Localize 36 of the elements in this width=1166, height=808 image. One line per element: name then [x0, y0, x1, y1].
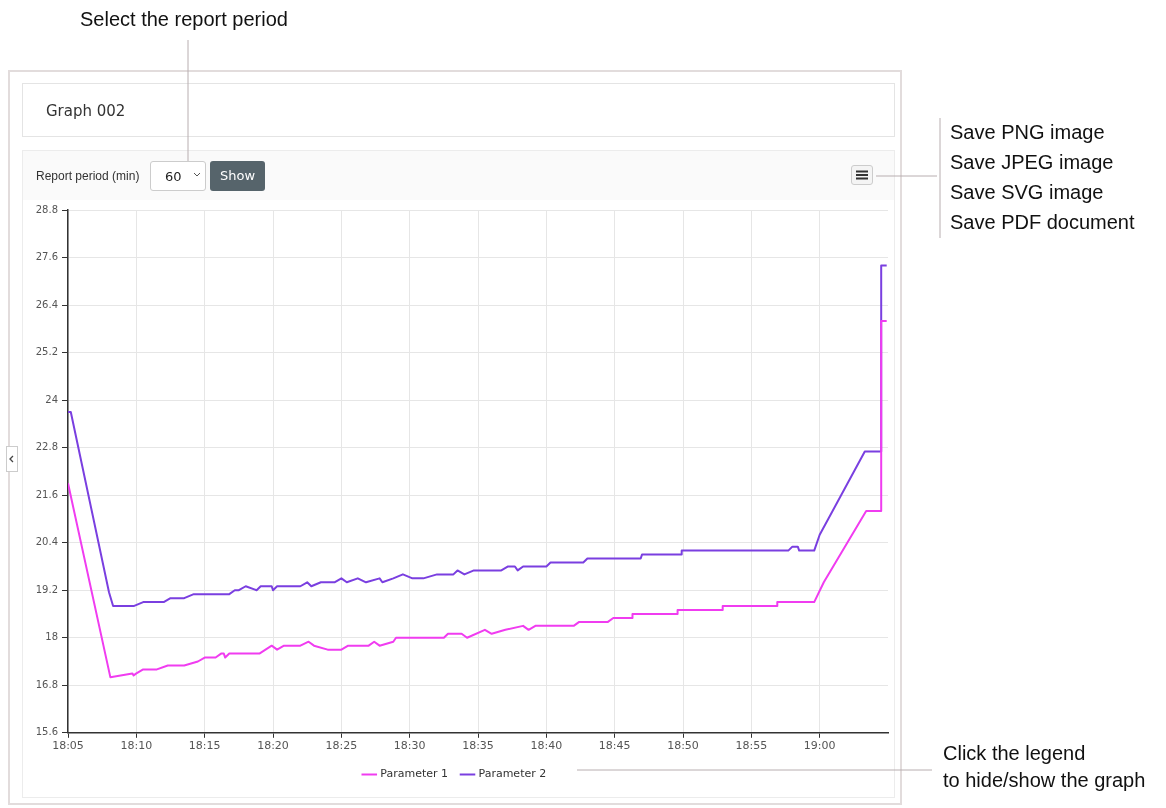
x-tick-label: 18:30 [393, 739, 426, 753]
y-tick-label: 25.2 [35, 346, 58, 358]
x-tick-label: 18:20 [257, 739, 289, 753]
text: Select the report period [80, 7, 288, 32]
text: Save PNG image [950, 120, 1106, 145]
y-tick-label: 19.2 [35, 583, 58, 595]
chart-title: Graph 002 [22, 83, 895, 137]
y-tick-label: 18 [45, 631, 58, 643]
y-tick-label: 24 [45, 393, 58, 405]
y-tick-label: 27.6 [35, 251, 58, 263]
text: Save PDF document [950, 210, 1135, 235]
x-tick-label: 18:05 [52, 739, 84, 753]
text: Show [210, 161, 265, 191]
legend-label: Parameter 2 [478, 767, 547, 781]
x-tick-label: 18:35 [462, 739, 494, 753]
y-tick-label: 28.8 [35, 203, 58, 215]
x-tick-label: 18:10 [120, 739, 153, 753]
text: Save JPEG image [950, 150, 1115, 175]
text: Click the legend to hide/show the graph [943, 741, 1146, 793]
x-tick-label: 18:25 [325, 739, 358, 753]
text: Save SVG image [950, 180, 1105, 205]
y-tick-label: 21.6 [35, 488, 58, 500]
text: 60 [150, 161, 206, 191]
y-tick-label: 15.6 [35, 726, 58, 738]
text: Report period (min) [36, 169, 140, 183]
legend-label: Parameter 1 [380, 767, 449, 781]
y-tick-label: 26.4 [35, 298, 58, 310]
x-tick-label: 18:15 [188, 739, 221, 753]
x-tick-label: 19:00 [803, 739, 836, 753]
x-tick-label: 18:55 [735, 739, 768, 753]
x-tick-label: 18:50 [667, 739, 699, 753]
y-tick-label: 16.8 [35, 678, 58, 690]
x-tick-label: 18:45 [598, 739, 631, 753]
y-tick-label: 22.8 [35, 441, 58, 453]
y-tick-label: 20.4 [35, 536, 58, 548]
x-tick-label: 18:40 [530, 739, 563, 753]
